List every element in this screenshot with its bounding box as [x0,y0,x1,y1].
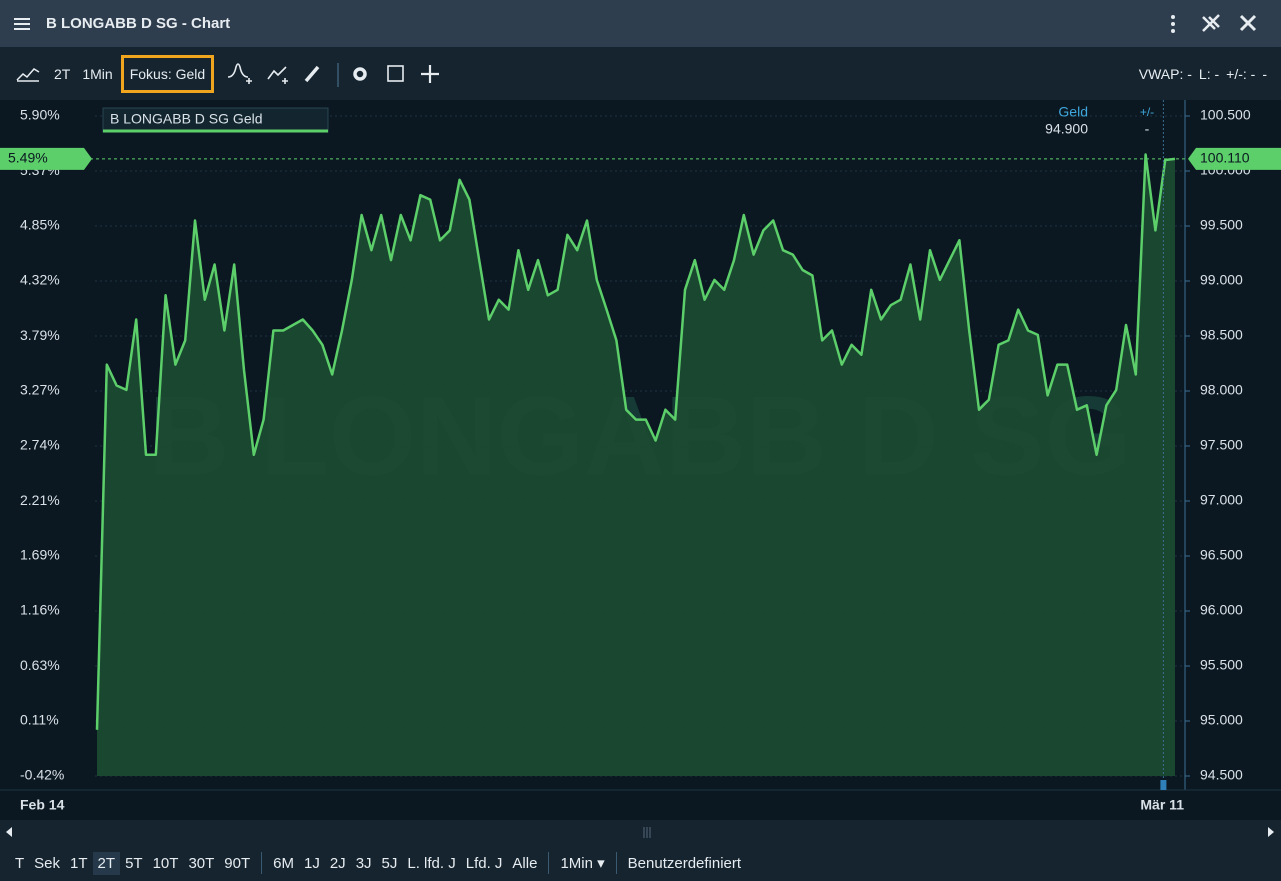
y-tick-label: 97.000 [1200,492,1243,508]
scroll-right[interactable] [1268,827,1274,837]
range-tab[interactable]: 10T [152,854,179,872]
y2-tick-label: 1.69% [20,546,60,562]
interval-button[interactable]: 1Min [82,65,113,82]
legend-label: B LONGABB D SG Geld [110,111,263,127]
range-tab[interactable]: 5J [381,854,398,872]
y2-tick-label: 3.27% [20,381,60,397]
compare-icon[interactable] [267,65,289,84]
y-tick-label: 97.500 [1200,437,1243,453]
scroll-grip[interactable] [643,827,651,838]
y-tick-label: 96.500 [1200,547,1243,563]
range-tab[interactable]: 1T [70,854,88,872]
status-item: +/-: - [1226,65,1256,82]
scroll-track [6,827,1274,838]
bid-value: 94.900 [1045,121,1088,137]
separator [261,852,263,874]
y-tick-label: 99.500 [1200,217,1243,233]
title-bar: B LONGABB D SG - Chart [0,0,1281,47]
y2-tick-label: 0.63% [20,657,60,673]
y-tick-label: 95.000 [1200,712,1243,728]
range-tabs: T Sek 1T 2T 5T 10T 30T 90T 6M 1J 2J 3J 5J L. lfd. J Lf… [0,845,1281,881]
price-line [95,153,1176,730]
layout-icon[interactable] [387,64,404,82]
y-tick-label: 98.500 [1200,327,1243,343]
y-tick-label: 94.500 [1200,767,1243,783]
menu-icon[interactable] [14,17,32,31]
x-tick-label: Feb 14 [20,797,65,813]
focus-button[interactable]: Fokus: Geld [120,54,215,93]
range-tab[interactable]: 30T [188,854,215,872]
y2-tick-label: -0.42% [20,767,64,783]
last-value-box [1188,147,1281,170]
range-tab[interactable]: 5T [125,854,143,872]
y-tick-label: 95.500 [1200,657,1243,673]
separator [615,852,617,874]
last-value-label: 100.110 [1200,150,1250,166]
y2-tick-label: 4.85% [20,216,60,232]
settings-icon[interactable] [353,66,367,81]
range-tab[interactable]: Alle [512,854,538,872]
y2-tick-label: 4.32% [20,272,60,288]
bid-label: Geld [1058,104,1088,120]
y-tick-label: 96.000 [1200,602,1243,618]
range-tab[interactable]: Lfd. J [465,854,503,872]
range-tab[interactable]: 1J [304,854,320,872]
range-tab[interactable]: 2T [92,851,121,875]
y-tick-label: 100.500 [1200,107,1251,123]
scrollbar [0,820,1281,845]
change-label: +/- [1140,105,1154,119]
x-tick-label: Mär 11 [1140,797,1184,813]
indicator-icon[interactable] [228,62,253,84]
range-tab[interactable]: L. lfd. J [407,854,456,872]
status-item: L: - [1198,65,1220,82]
tool-icons [228,62,440,87]
window-controls [1171,13,1257,33]
range-tab[interactable]: 3J [355,854,372,872]
toolbar: 2T 1Min Fokus: Geld VWAP: - L: - +/-: -- [0,47,1281,100]
range-tab[interactable]: T [15,854,25,872]
status-item: - [1262,65,1267,82]
y-tick-label: 99.000 [1200,272,1243,288]
y2-tick-label: 2.21% [20,492,60,508]
close-button[interactable] [1239,14,1257,31]
range-tab[interactable]: Benutzerdefiniert [627,854,742,872]
area [97,154,1175,776]
y2-tick-label: 0.11% [20,711,59,727]
chart: B LONGABB D SG100.500100.00099.50099.000… [0,100,1281,820]
window-title: B LONGABB D SG - Chart [46,15,231,32]
unpin-button[interactable] [1202,13,1220,32]
crosshair-icon[interactable] [421,64,440,83]
status: VWAP: - L: - +/-: -- [1139,66,1267,82]
last-pct-box [0,147,92,170]
y2-tick-label: 5.90% [20,107,60,123]
more-button[interactable] [1171,14,1175,33]
separator [548,852,550,874]
chart-type-icon[interactable] [16,66,40,82]
y-tick-label: 98.000 [1200,382,1243,398]
status-item: VWAP: - [1138,65,1192,82]
range-tab[interactable]: 6M [273,854,294,872]
legend-box [102,107,329,133]
range-tab[interactable]: 2J [329,854,346,872]
last-pct-label: 5.49% [8,150,48,166]
date-marker-handle [1160,780,1167,790]
range-tab[interactable]: 1Min ▾ [560,855,605,872]
y2-tick-label: 2.74% [20,437,60,453]
range-tab[interactable]: Sek [34,854,61,872]
change-value: - [1145,121,1150,137]
y2-tick-label: 1.16% [20,602,60,618]
range-button[interactable]: 2T [54,65,71,82]
range-tab[interactable]: 90T [224,854,251,872]
y2-tick-label: 3.79% [20,327,60,343]
scroll-left[interactable] [6,827,12,837]
draw-icon[interactable] [304,65,320,82]
